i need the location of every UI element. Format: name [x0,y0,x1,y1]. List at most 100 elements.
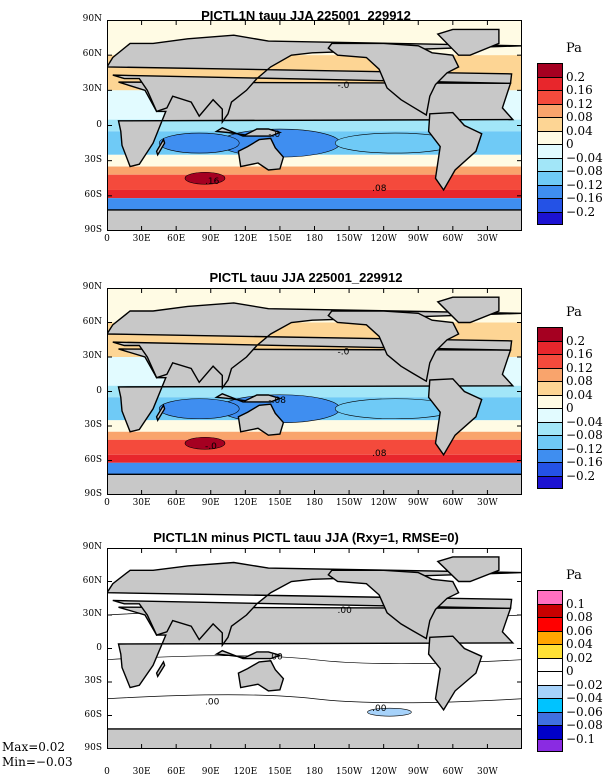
lon-tick-label: 60E [167,498,186,508]
lon-tick-label: 30E [132,498,151,508]
lat-tick-label: 0 [96,642,102,653]
contour-label: .08 [372,184,387,194]
land-mass [327,569,460,640]
colorbar-label: 0.08 [566,374,593,388]
contour-patch [158,132,240,154]
lon-tick-label: 60E [167,234,186,244]
colorbar-label: 0.02 [566,650,593,665]
colorbar-swatch [537,617,563,631]
lat-tick-label: 30N [82,84,102,95]
land-mass [237,403,285,436]
lon-tick-label: 30W [477,767,498,777]
land-mass [107,473,522,495]
lat-tick-label: 30S [84,420,102,430]
lon-tick-label: 30W [477,498,498,508]
colorbar-swatch [537,394,563,408]
colorbar-swatch [537,603,563,617]
contour-label: -.08 [268,396,286,406]
colorbar-label: −0.04 [566,414,603,429]
lon-tick-label: 30E [132,234,151,244]
colorbar-swatch [537,738,563,752]
colorbar [537,327,563,489]
colorbar-label: −0.08 [566,718,603,732]
colorbar-label: 0.08 [566,610,593,624]
contour-band [107,431,522,440]
lon-tick-label: 90E [201,767,220,777]
contour-band [107,198,522,210]
land-mass [436,556,500,583]
colorbar-label: 0.08 [566,110,593,124]
colorbar-swatch [537,657,563,671]
colorbar-label: −0.1 [566,731,596,746]
colorbar-swatch [537,448,563,462]
lon-tick-label: 60E [167,767,186,777]
lat-tick-label: 60N [82,49,102,60]
contour-band [107,420,522,432]
land-mass [237,137,285,171]
contour-label: .00 [372,704,387,714]
colorbar-label: −0.06 [566,704,603,719]
colorbar-swatch [537,63,563,77]
panel-title: PICTL tauu JJA 225001_229912 [209,270,403,285]
lon-tick-label: 180 [305,767,324,777]
lon-tick-label: 120E [233,498,258,508]
colorbar-label: 0 [566,401,574,415]
contour-patch [184,436,226,450]
lon-tick-label: 120E [233,234,258,244]
colorbar [537,63,563,225]
land-mass [327,42,460,117]
lon-tick-label: 180 [305,234,324,244]
lat-tick-label: 90S [84,743,102,753]
contour-patch [367,707,412,717]
contour-band [107,454,522,463]
panel-title: PICTL1N minus PICTL tauu JJA (Rxy=1, RMS… [153,530,459,545]
contour-label: .00 [205,697,220,707]
contour-label: -.0 [338,348,350,358]
contour-label: .00 [338,606,353,616]
colorbar-label: 0.04 [566,387,593,402]
colorbar-label: −0.08 [566,164,603,178]
colorbar-swatch [537,367,563,381]
contour-label: -.0 [205,442,217,452]
contour-label: .16 [205,177,220,187]
land-mass [155,403,166,422]
map-panel: .00 .00 .00 .00 [107,548,522,749]
colorbar-swatch [537,211,563,225]
lat-tick-label: 90N [82,14,102,24]
colorbar-swatch [537,711,563,725]
lon-tick-label: 60W [442,234,464,244]
lon-tick-label: 150E [268,767,292,777]
max-value: Max=0.02 [2,740,65,754]
contour-band [107,189,522,199]
colorbar-label: −0.2 [566,468,596,483]
lat-tick-label: 90N [82,282,102,292]
lon-tick-label: 60W [442,498,464,508]
colorbar-swatch [537,76,563,90]
lat-tick-label: 60N [82,316,102,327]
colorbar-swatch [537,671,563,685]
lon-tick-label: 0 [104,498,110,508]
colorbar-swatch [537,354,563,368]
land-mass [155,660,166,679]
colorbar-swatch [537,435,563,449]
lon-tick-label: 120W [370,498,397,508]
land-mass [107,34,522,125]
land-mass [427,111,483,192]
lon-tick-label: 0 [104,767,110,777]
colorbar-label: −0.2 [566,204,596,219]
colorbar-swatch [537,198,563,212]
colorbar-label: 0.04 [566,637,593,651]
contour-label: .08 [372,449,387,459]
lat-tick-label: 60N [82,575,102,586]
lat-tick-label: 0 [96,119,102,130]
colorbar-swatch [537,421,563,435]
contour-label: -.0 [268,130,280,140]
land-mass [427,635,483,712]
colorbar-swatch [537,144,563,158]
colorbar-swatch [537,725,563,739]
colorbar-swatch [537,475,563,489]
colorbar-label: 0.16 [566,83,593,97]
land-mass [237,660,285,692]
lon-tick-label: 30W [477,234,498,244]
lon-tick-label: 90W [407,767,429,777]
